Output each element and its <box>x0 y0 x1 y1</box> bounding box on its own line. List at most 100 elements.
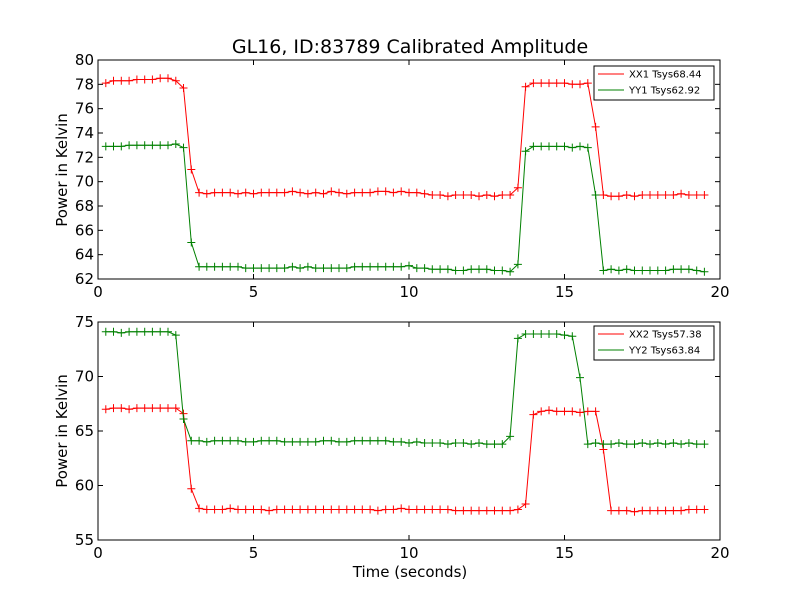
data-point-yy2 <box>148 327 157 336</box>
data-point-yy2 <box>288 437 297 446</box>
data-point-xx1 <box>187 165 196 174</box>
data-point-yy2 <box>101 327 110 336</box>
data-point-xx2 <box>319 505 328 514</box>
bottom-x-tick-label: 20 <box>710 544 729 562</box>
data-point-yy1 <box>187 238 196 247</box>
data-point-xx1 <box>412 188 421 197</box>
data-point-yy2 <box>366 436 375 445</box>
data-point-yy1 <box>226 262 235 271</box>
data-point-xx2 <box>513 505 522 514</box>
data-point-yy2 <box>490 440 499 449</box>
data-point-yy2 <box>202 437 211 446</box>
data-point-xx1 <box>202 189 211 198</box>
data-point-xx1 <box>389 188 398 197</box>
data-point-xx2 <box>140 404 149 413</box>
data-point-xx1 <box>692 191 701 199</box>
data-point-xx2 <box>397 504 406 513</box>
data-point-yy2 <box>109 327 118 336</box>
data-point-xx2 <box>210 505 219 514</box>
data-point-yy1 <box>630 266 639 275</box>
data-point-xx1 <box>513 183 522 192</box>
data-point-xx1 <box>459 191 468 199</box>
data-point-yy1 <box>148 141 157 150</box>
data-point-yy2 <box>638 439 647 447</box>
top-x-tick-label: 15 <box>555 283 574 301</box>
data-point-yy2 <box>661 440 670 449</box>
bottom-y-axis-label: Power in Kelvin <box>53 374 71 488</box>
data-point-yy2 <box>381 436 390 445</box>
top-chart-title: GL16, ID:83789 Calibrated Amplitude <box>232 36 588 58</box>
data-point-xx1 <box>646 191 654 199</box>
data-point-xx2 <box>350 505 359 514</box>
data-point-yy2 <box>296 437 305 446</box>
data-point-xx1 <box>342 189 351 198</box>
data-point-yy2 <box>576 373 584 382</box>
data-point-yy2 <box>646 440 654 449</box>
data-point-xx2 <box>412 505 421 514</box>
data-point-xx1 <box>249 189 258 198</box>
data-point-xx1 <box>684 191 693 199</box>
data-point-yy1 <box>482 265 491 274</box>
data-point-yy1 <box>280 264 289 273</box>
data-point-yy2 <box>234 436 242 445</box>
bottom-legend-label-yy2: YY2 Tsys63.84 <box>628 346 700 357</box>
data-point-yy1 <box>164 141 172 150</box>
data-point-xx2 <box>669 506 678 515</box>
data-point-yy1 <box>428 265 437 274</box>
top-y-tick-label: 76 <box>75 100 94 118</box>
data-point-xx2 <box>568 407 577 416</box>
data-point-yy1 <box>591 191 600 199</box>
top-y-tick-label: 64 <box>75 246 94 264</box>
bottom-x-tick-label: 5 <box>249 544 259 562</box>
data-point-yy2 <box>389 437 398 446</box>
data-point-xx2 <box>700 505 709 514</box>
data-point-xx2 <box>156 404 165 413</box>
data-point-xx2 <box>101 405 110 414</box>
data-point-xx2 <box>677 506 686 515</box>
bottom-y-tick-label: 75 <box>75 313 94 331</box>
top-y-tick-label: 62 <box>75 270 94 288</box>
data-point-yy2 <box>132 327 141 336</box>
data-point-yy2 <box>226 436 235 445</box>
data-point-yy1 <box>599 266 608 275</box>
data-point-xx2 <box>622 506 631 515</box>
data-point-xx1 <box>498 191 507 199</box>
data-point-xx2 <box>234 505 242 514</box>
data-point-yy1 <box>513 260 522 269</box>
data-point-xx2 <box>249 505 258 514</box>
data-point-yy1 <box>249 264 258 273</box>
data-point-yy2 <box>443 440 452 449</box>
data-point-yy2 <box>187 436 196 445</box>
data-point-yy1 <box>171 140 180 148</box>
data-point-xx2 <box>475 506 483 515</box>
top-plot-frame <box>97 59 721 280</box>
data-point-xx1 <box>436 191 445 199</box>
data-point-xx2 <box>187 484 196 493</box>
data-point-yy1 <box>684 265 693 274</box>
data-point-xx2 <box>482 506 491 515</box>
top-y-tick-label: 70 <box>75 173 94 191</box>
data-point-xx2 <box>521 500 530 508</box>
data-point-yy2 <box>506 432 515 441</box>
data-point-yy1 <box>319 264 328 273</box>
data-point-yy2 <box>210 436 219 445</box>
top-legend-box <box>593 65 715 101</box>
data-point-xx2 <box>327 505 336 514</box>
data-point-xx2 <box>614 506 623 515</box>
data-point-xx2 <box>342 505 351 514</box>
data-point-xx1 <box>234 189 242 198</box>
data-point-xx1 <box>576 80 584 89</box>
data-point-yy1 <box>109 142 118 151</box>
top-y-tick-label: 72 <box>75 148 94 166</box>
data-point-yy2 <box>280 437 289 446</box>
data-point-yy2 <box>467 440 476 449</box>
top-x-tick-label: 10 <box>399 283 418 301</box>
data-point-xx2 <box>692 505 701 514</box>
data-point-xx2 <box>265 506 274 515</box>
data-point-xx2 <box>381 505 390 514</box>
data-point-yy2 <box>700 440 709 449</box>
data-point-xx2 <box>303 505 312 514</box>
data-point-xx1 <box>210 188 219 197</box>
data-point-xx2 <box>459 506 468 515</box>
